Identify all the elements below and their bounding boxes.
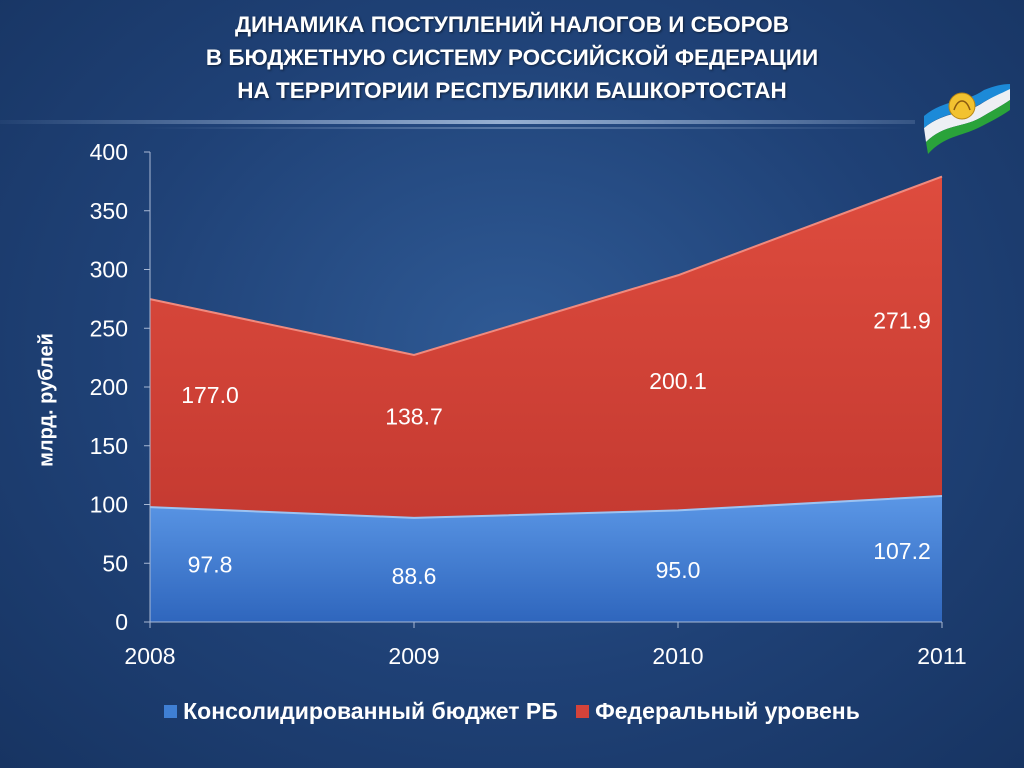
data-label-federal: 200.1 — [649, 368, 707, 394]
x-tick-label: 2010 — [652, 643, 703, 669]
title-line-2: В БЮДЖЕТНУЮ СИСТЕМУ РОССИЙСКОЙ ФЕДЕРАЦИИ — [205, 45, 819, 70]
data-label-consolidated: 95.0 — [656, 557, 701, 583]
y-tick-label: 50 — [102, 550, 128, 576]
legend-label-federal: Федеральный уровень — [595, 698, 860, 724]
area-consolidated-edge — [149, 495, 943, 519]
y-tick-label: 400 — [90, 139, 128, 165]
chart-title: ДИНАМИКА ПОСТУПЛЕНИЙ НАЛОГОВ И СБОРОВ В … — [0, 8, 1024, 107]
legend-label-consolidated: Консолидированный бюджет РБ — [183, 698, 558, 724]
area-federal — [150, 176, 942, 518]
data-label-federal: 177.0 — [181, 382, 239, 408]
title-divider-secondary — [140, 127, 910, 129]
y-axis-label: млрд. рублей — [35, 333, 58, 467]
data-label-federal: 271.9 — [873, 307, 931, 333]
y-tick-label: 300 — [90, 257, 128, 283]
legend-item-federal: Федеральный уровень — [576, 698, 860, 725]
y-tick-label: 100 — [90, 492, 128, 518]
legend-swatch-federal — [576, 705, 590, 718]
y-tick-label: 200 — [90, 374, 128, 400]
data-label-consolidated: 88.6 — [392, 563, 437, 589]
data-label-federal: 138.7 — [385, 403, 443, 429]
title-divider — [0, 120, 915, 124]
x-tick-label: 2011 — [917, 643, 966, 669]
data-label-consolidated: 97.8 — [188, 552, 233, 578]
legend: Консолидированный бюджет РБ Федеральный … — [0, 697, 1024, 725]
title-line-1: ДИНАМИКА ПОСТУПЛЕНИЙ НАЛОГОВ И СБОРОВ — [234, 12, 790, 37]
area-consolidated — [150, 496, 942, 622]
legend-item-consolidated: Консолидированный бюджет РБ — [164, 698, 558, 725]
y-tick-label: 0 — [115, 609, 128, 635]
y-tick-label: 350 — [90, 198, 128, 224]
y-tick-label: 150 — [90, 433, 128, 459]
x-tick-label: 2008 — [124, 643, 175, 669]
bashkortostan-flag-icon — [924, 84, 1010, 154]
x-tick-label: 2009 — [388, 643, 439, 669]
title-line-3: НА ТЕРРИТОРИИ РЕСПУБЛИКИ БАШКОРТОСТАН — [237, 78, 787, 103]
legend-swatch-consolidated — [164, 705, 178, 718]
y-tick-label: 250 — [90, 315, 128, 341]
data-label-consolidated: 107.2 — [873, 538, 931, 564]
area-federal-edge — [149, 175, 943, 356]
